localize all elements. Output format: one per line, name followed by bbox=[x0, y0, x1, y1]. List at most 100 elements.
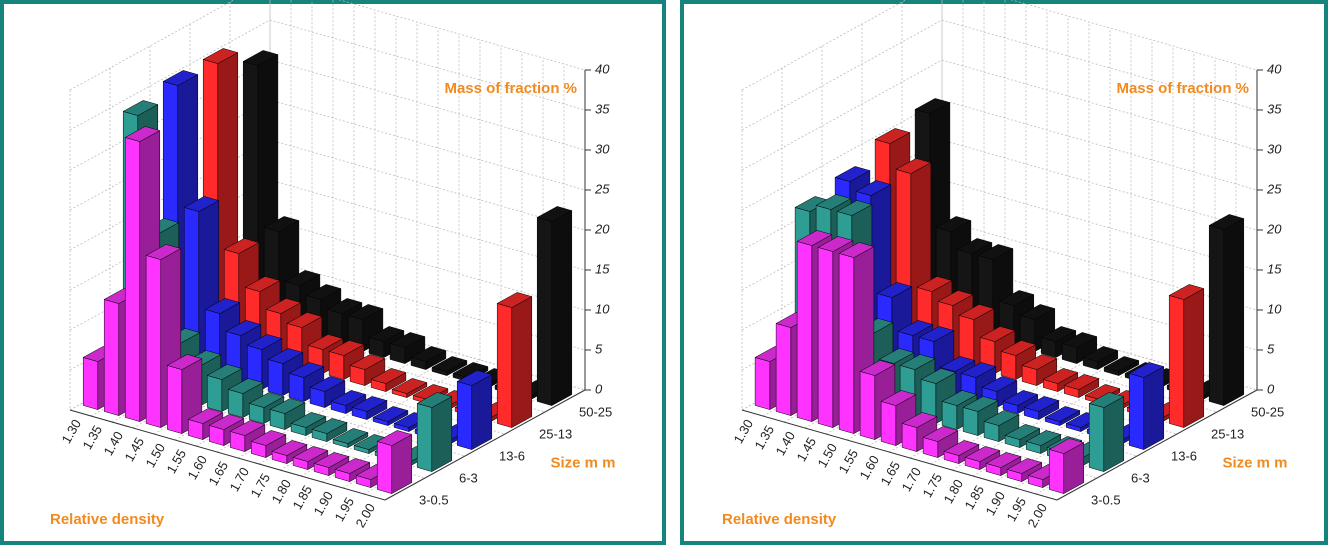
bar-top bbox=[311, 418, 348, 434]
bar-top bbox=[876, 282, 913, 298]
bar-top bbox=[372, 406, 409, 422]
bar-side bbox=[551, 210, 573, 407]
chart: 05101520253035401.301.351.401.451.501.55… bbox=[722, 0, 1288, 530]
bar-top bbox=[1082, 346, 1119, 362]
bar-top bbox=[815, 194, 852, 210]
bar-front bbox=[1128, 373, 1145, 450]
bar bbox=[349, 354, 386, 387]
z-tick-label: 30 bbox=[1267, 141, 1282, 156]
bar-top bbox=[227, 378, 264, 394]
bar-side bbox=[1223, 218, 1245, 407]
bar-top bbox=[895, 158, 932, 174]
bar-top bbox=[855, 180, 892, 196]
bar-top bbox=[416, 392, 453, 408]
bar bbox=[983, 410, 1020, 443]
bar-top bbox=[229, 420, 266, 436]
bar-top bbox=[958, 304, 995, 320]
bar-front bbox=[376, 441, 393, 494]
bar bbox=[496, 292, 533, 429]
bar-top bbox=[1048, 438, 1085, 454]
bar-top bbox=[1004, 424, 1041, 440]
bar bbox=[389, 332, 426, 365]
bar-top bbox=[410, 346, 447, 362]
bar-top bbox=[796, 230, 833, 246]
bar bbox=[370, 368, 407, 393]
y-axis-label: Size m m bbox=[550, 455, 615, 472]
bar-top bbox=[368, 326, 405, 342]
bar-top bbox=[1002, 390, 1039, 406]
bar-top bbox=[496, 292, 533, 308]
bar-top bbox=[187, 408, 224, 424]
bar-top bbox=[874, 128, 911, 144]
z-tick-label: 35 bbox=[1267, 101, 1282, 116]
y-tick-label: 6-3 bbox=[459, 470, 478, 485]
z-tick-label: 15 bbox=[595, 261, 610, 276]
bar-top bbox=[349, 354, 386, 370]
z-tick-label: 10 bbox=[1267, 301, 1282, 316]
bar-top bbox=[309, 376, 346, 392]
y-tick-label: 3-0.5 bbox=[419, 492, 449, 507]
bar bbox=[1168, 284, 1205, 429]
bar-top bbox=[225, 320, 262, 336]
bar bbox=[1088, 392, 1125, 473]
bar bbox=[229, 420, 266, 453]
grid-line bbox=[69, 0, 586, 91]
bar-top bbox=[145, 244, 182, 260]
bar bbox=[1048, 438, 1085, 495]
y-tick-label: 25-13 bbox=[539, 426, 572, 441]
z-tick-label: 10 bbox=[595, 301, 610, 316]
bar-top bbox=[536, 206, 573, 222]
bar-top bbox=[288, 362, 325, 378]
bar-top bbox=[376, 430, 413, 446]
y-tick-label: 50-25 bbox=[579, 404, 612, 419]
bar-top bbox=[1023, 396, 1060, 412]
grid-line bbox=[741, 59, 1258, 171]
bar-top bbox=[265, 298, 302, 314]
bar-top bbox=[305, 284, 342, 300]
bar bbox=[1103, 356, 1140, 377]
grid-line bbox=[741, 19, 1258, 131]
z-axis-label: Mass of fraction % bbox=[444, 80, 577, 97]
bar-top bbox=[269, 398, 306, 414]
bar bbox=[313, 452, 350, 477]
y-tick-label: 25-13 bbox=[1211, 426, 1244, 441]
bar-top bbox=[162, 70, 199, 86]
z-tick-label: 30 bbox=[595, 141, 610, 156]
bar-front bbox=[166, 365, 183, 434]
bar bbox=[1082, 346, 1119, 371]
bar-top bbox=[880, 390, 917, 406]
bar-front bbox=[328, 351, 345, 380]
bar-top bbox=[964, 446, 1001, 462]
bar-top bbox=[334, 458, 371, 474]
bar-top bbox=[817, 236, 854, 252]
bar bbox=[250, 430, 287, 459]
z-tick-label: 15 bbox=[1267, 261, 1282, 276]
bar bbox=[1042, 368, 1079, 393]
bar-side bbox=[1143, 366, 1165, 451]
bar-top bbox=[313, 452, 350, 468]
bar-front bbox=[962, 407, 979, 436]
chart: 05101520253035401.301.351.401.451.501.55… bbox=[50, 0, 616, 530]
bar bbox=[922, 426, 959, 459]
bar-top bbox=[836, 200, 873, 216]
bar bbox=[1063, 374, 1100, 399]
bar-top bbox=[956, 238, 993, 254]
bar-top bbox=[1061, 332, 1098, 348]
bar-top bbox=[328, 340, 365, 356]
z-tick-label: 25 bbox=[594, 181, 610, 196]
grid-line bbox=[741, 0, 1258, 91]
z-tick-label: 0 bbox=[1267, 381, 1275, 396]
bar-top bbox=[244, 276, 281, 292]
bar-top bbox=[897, 320, 934, 336]
bar-top bbox=[351, 396, 388, 412]
bar bbox=[372, 406, 409, 427]
bar-top bbox=[1063, 374, 1100, 390]
bar-top bbox=[977, 244, 1014, 260]
z-tick-label: 35 bbox=[595, 101, 610, 116]
bar-top bbox=[250, 430, 287, 446]
bar bbox=[1000, 340, 1037, 381]
bar-top bbox=[941, 390, 978, 406]
bar-top bbox=[1208, 214, 1245, 230]
